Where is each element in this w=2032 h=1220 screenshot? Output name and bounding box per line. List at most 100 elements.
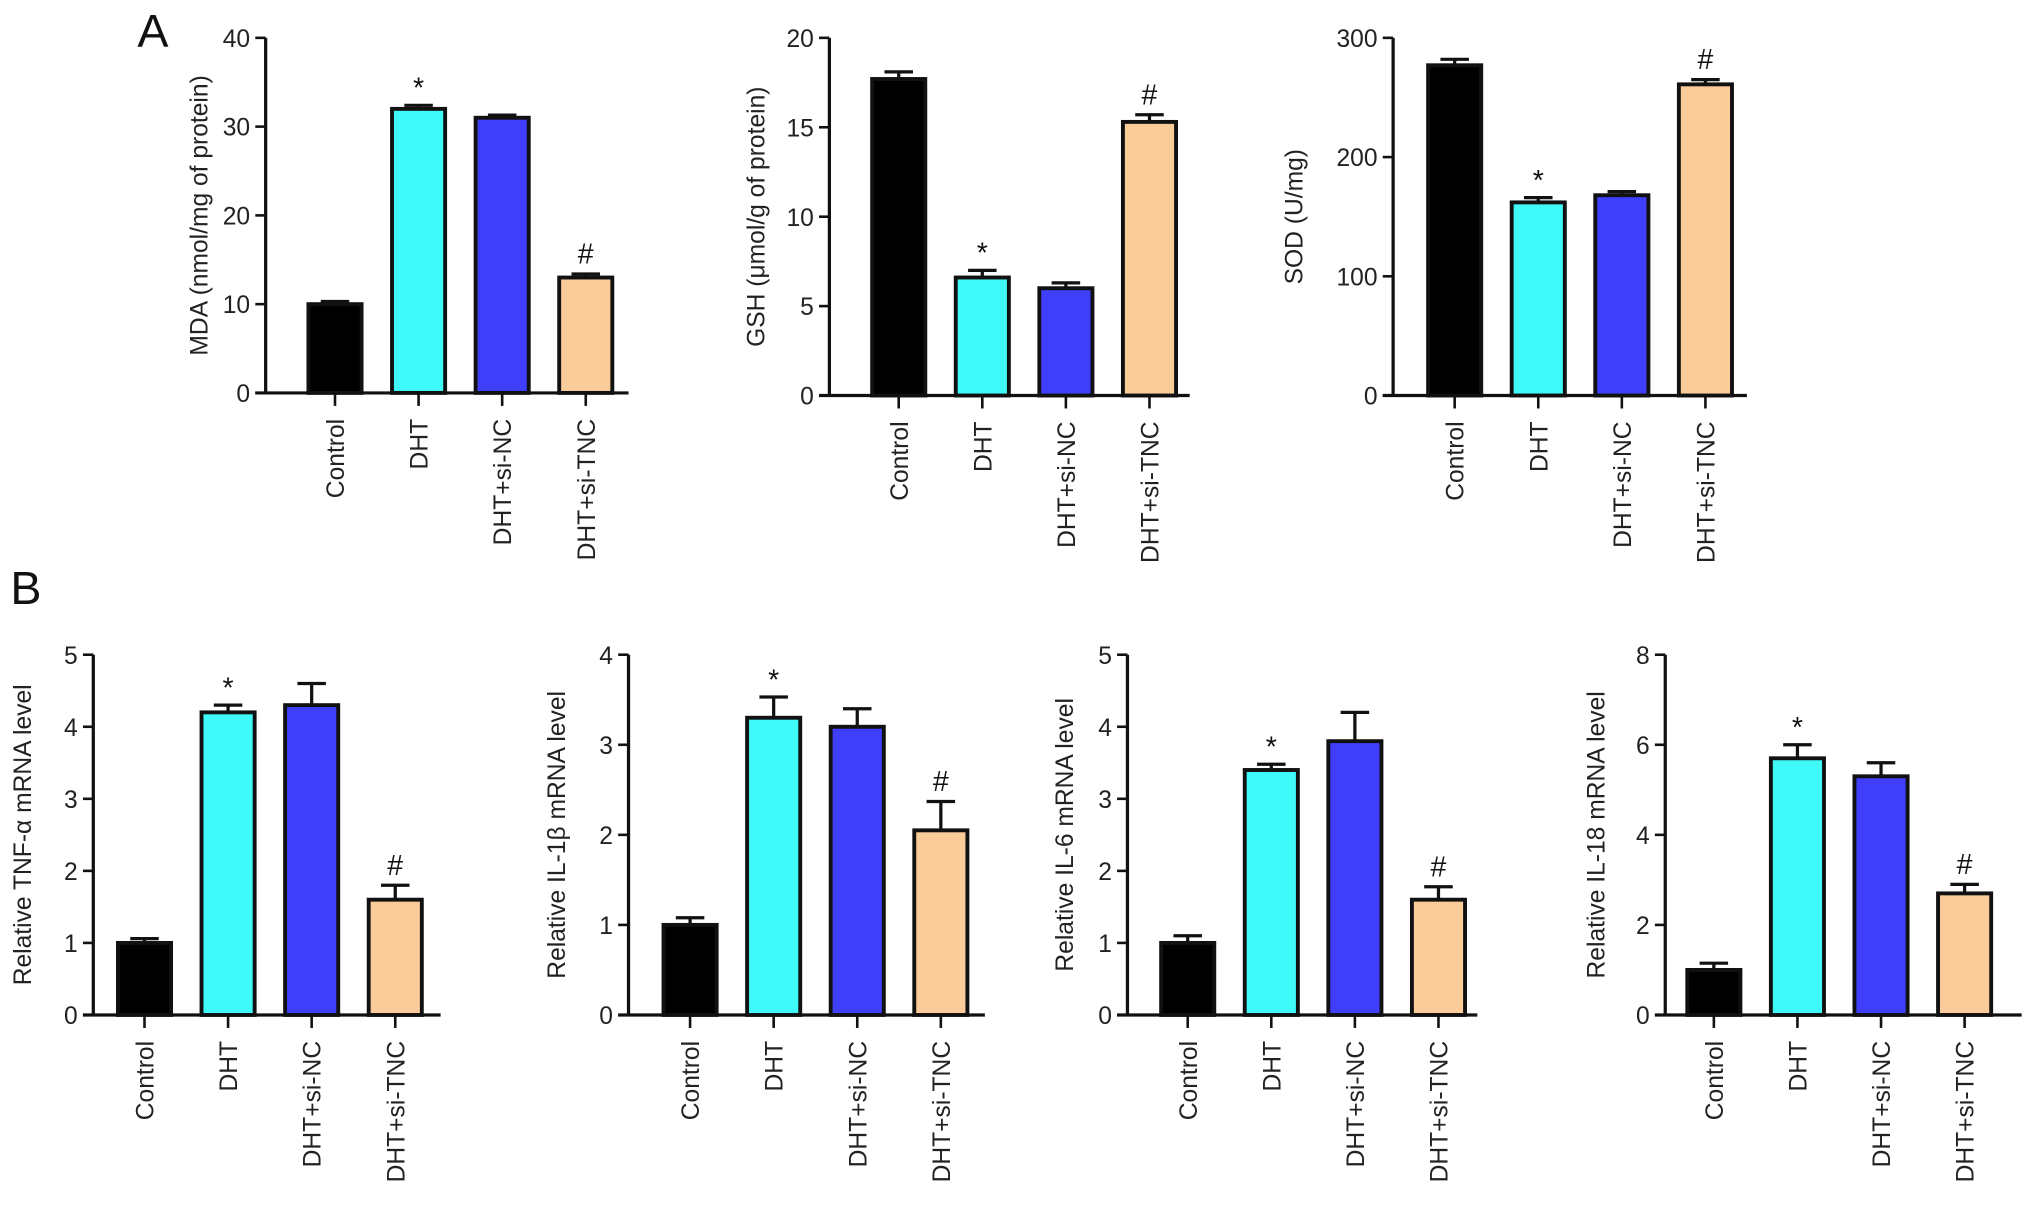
y-tick-label: 3 [64,787,78,814]
bar-dht-si-tnc [1676,82,1734,398]
significance-marker: * [223,672,234,704]
bar-dht-si-nc [1037,286,1095,398]
category-label: DHT+si-NC [300,1041,327,1167]
y-tick-label: 10 [786,205,813,232]
category-label: DHT+si-NC [845,1041,872,1167]
category-label: DHT+si-TNC [1694,421,1721,562]
y-tick-label: 4 [1636,823,1650,850]
category-label: DHT [1786,1041,1813,1092]
y-axis-label: Relative IL-18 mRNA level [1583,691,1610,978]
bar-dht [1242,768,1300,1017]
y-tick-label: 0 [64,1003,78,1030]
y-tick-label: 300 [1336,26,1377,53]
significance-marker: # [933,766,949,798]
y-tick-label: 30 [223,115,250,142]
y-tick-label: 15 [786,115,813,142]
significance-marker: # [578,239,594,271]
category-label: DHT [762,1041,789,1092]
y-tick-label: 0 [1636,1003,1650,1030]
y-tick-label: 5 [64,643,78,670]
significance-marker: # [1957,849,1973,881]
y-tick-label: 20 [223,203,250,230]
bar-control [661,922,719,1017]
y-tick-label: 5 [1098,643,1112,670]
y-tick-label: 2 [1098,859,1112,886]
chart-6: 0 1 2 3 4 5 Relative IL-6 mRNA level Control DHT… [1052,643,1478,1183]
y-tick-label: 200 [1336,145,1377,172]
bar-dht-si-nc [473,115,531,395]
y-tick-label: 20 [786,26,813,53]
chart-3: 0 100 200 300 SOD (U/mg) Control DHT * DHT+si-NC… [1281,26,1747,563]
bar-dht-si-tnc [1409,897,1467,1017]
category-label: DHT+si-TNC [1953,1041,1980,1182]
category-label: DHT+si-TNC [929,1041,956,1183]
chart-1: 0 10 20 30 40 MDA (nmol/mg of protein) Control… [186,26,629,561]
category-label: Control [678,1041,705,1120]
y-tick-label: 1 [1098,931,1112,958]
category-label: DHT+si-TNC [1427,1041,1454,1183]
y-axis-label: MDA (nmol/mg of protein) [186,75,213,355]
y-tick-label: 10 [223,292,250,319]
significance-marker: * [1266,731,1277,763]
category-label: DHT+si-TNC [574,419,601,561]
bar-dht-si-nc [1593,193,1651,398]
category-label: DHT [1259,1041,1286,1092]
y-tick-label: 4 [1098,715,1112,742]
y-tick-label: 6 [1636,733,1650,760]
y-tick-label: 2 [64,859,78,886]
y-tick-label: 4 [599,643,613,670]
chart-4: 0 1 2 3 4 5 Relative TNF-α mRNA level Control DH… [10,643,441,1182]
y-tick-label: 0 [599,1003,613,1030]
significance-marker: * [1792,712,1803,744]
bar-dht-si-nc [283,703,341,1017]
bar-dht [199,710,257,1017]
chart-5: 0 1 2 3 4 Relative IL-1β mRNA level Control DHT… [544,643,985,1183]
significance-marker: * [768,664,779,696]
y-axis-label: Relative TNF-α mRNA level [10,684,37,985]
y-tick-label: 1 [599,913,613,940]
category-label: DHT [407,419,434,470]
category-label: DHT [1526,421,1553,472]
significance-marker: * [413,73,424,105]
y-axis-label: GSH (μmol/g of protein) [744,87,771,347]
y-tick-label: 8 [1636,643,1650,670]
bar-dht-si-nc [1326,739,1384,1017]
bar-dht [390,106,448,395]
y-tick-label: 3 [599,733,613,760]
category-label: DHT+si-NC [1610,421,1637,547]
bar-control [1426,63,1484,398]
category-label: Control [1443,421,1470,500]
significance-marker: # [1697,44,1713,76]
bar-control [306,302,364,395]
y-tick-label: 1 [64,931,78,958]
significance-marker: # [1142,79,1158,111]
y-tick-label: 0 [236,381,250,408]
y-tick-label: 2 [1636,913,1650,940]
bar-dht [745,715,803,1017]
bar-dht [1509,200,1567,398]
category-label: DHT+si-NC [1343,1041,1370,1167]
y-tick-label: 40 [223,26,250,53]
panel-label-b: B [10,562,41,614]
y-tick-label: 0 [800,384,814,411]
significance-marker: # [387,850,403,882]
bar-dht-si-nc [1852,774,1910,1017]
category-label: DHT+si-TNC [1138,421,1165,562]
y-axis-label: SOD (U/mg) [1281,149,1308,284]
category-label: DHT [970,421,997,472]
bar-dht-si-tnc [1120,119,1178,398]
significance-marker: # [1431,851,1447,883]
category-label: Control [133,1041,160,1120]
y-tick-label: 0 [1098,1003,1112,1030]
panel-label-a: A [137,5,169,57]
bar-control [1159,940,1217,1017]
bar-dht [953,275,1011,398]
y-tick-label: 4 [64,715,78,742]
y-tick-label: 100 [1336,264,1377,291]
category-label: DHT [216,1041,243,1092]
y-tick-label: 3 [1098,787,1112,814]
category-label: DHT+si-NC [1054,421,1081,547]
y-tick-label: 5 [800,294,814,321]
chart-7: 0 2 4 6 8 Relative IL-18 mRNA level Control DHT… [1583,643,2022,1182]
y-axis-label: Relative IL-6 mRNA level [1052,698,1079,972]
